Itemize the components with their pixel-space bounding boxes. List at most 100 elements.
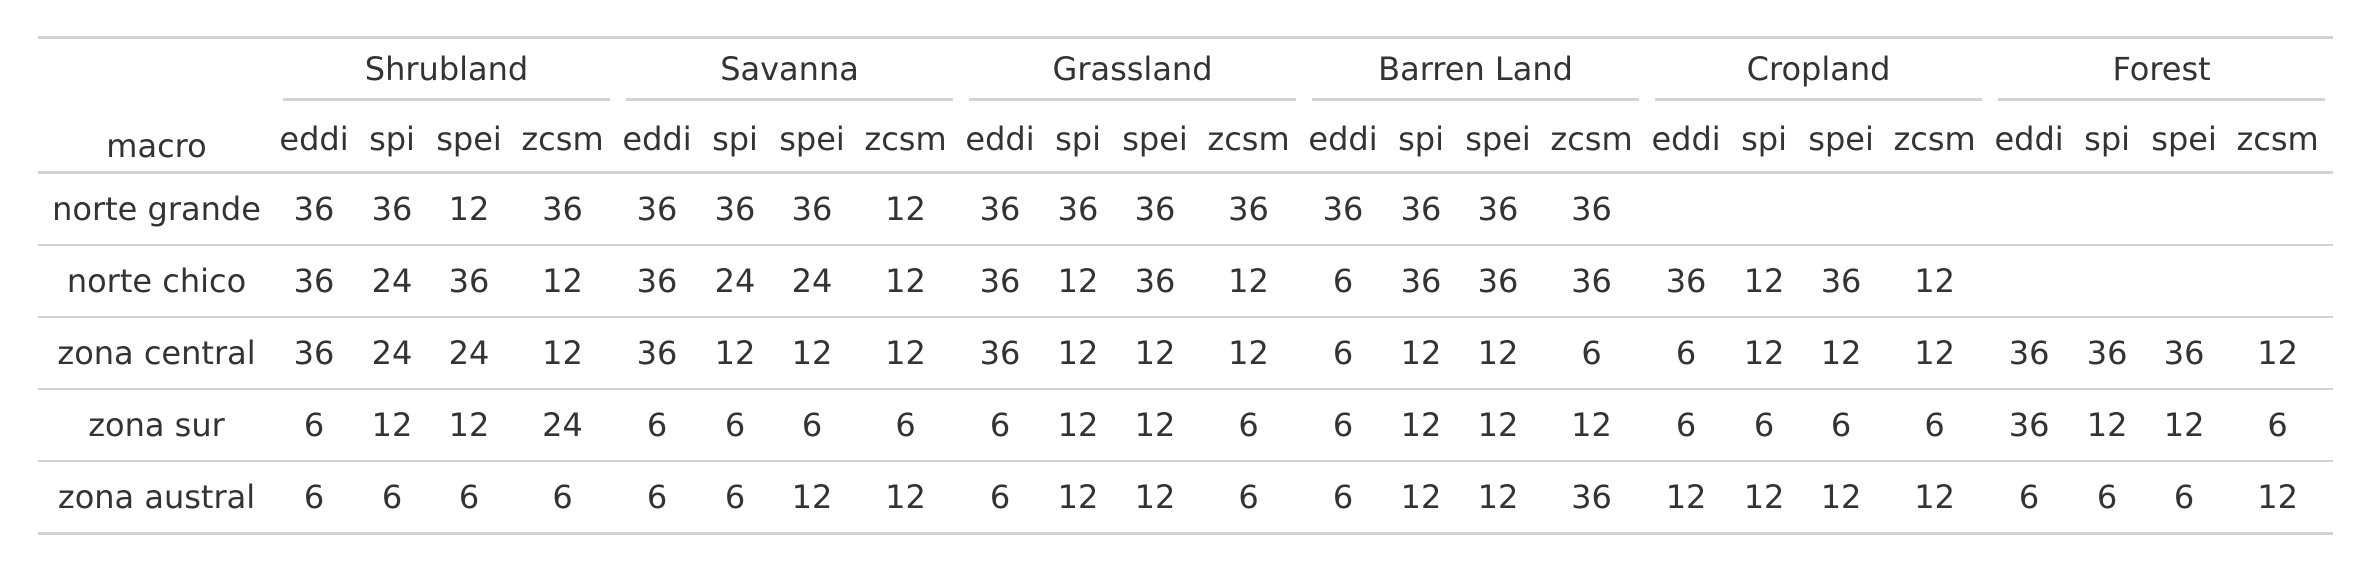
table-cell: 12 bbox=[1117, 462, 1194, 535]
group-header: Forest bbox=[1990, 36, 2334, 107]
row-label: norte grande bbox=[38, 174, 275, 246]
table-cell bbox=[2222, 246, 2334, 318]
column-header: spi bbox=[1039, 107, 1118, 174]
group-label: Savanna bbox=[626, 50, 954, 101]
table-cell: 36 bbox=[275, 318, 353, 390]
table-cell: 36 bbox=[1382, 174, 1461, 246]
table-cell: 6 bbox=[2068, 462, 2147, 535]
table-cell bbox=[2222, 174, 2334, 246]
table-cell: 36 bbox=[431, 246, 507, 318]
column-header-row: eddi spi spei zcsm eddi spi spei zcsm ed… bbox=[38, 107, 2334, 174]
table-cell: 36 bbox=[1460, 246, 1537, 318]
table-cell: 12 bbox=[774, 318, 850, 390]
table-cell: 12 bbox=[1382, 462, 1461, 535]
table-cell: 12 bbox=[2068, 390, 2147, 462]
group-label: Shrubland bbox=[283, 50, 610, 101]
table-container: macro Shrubland Savanna Grassland Barren… bbox=[38, 36, 2334, 535]
table-cell: 6 bbox=[275, 390, 353, 462]
group-label: Forest bbox=[1998, 50, 2326, 101]
table-cell: 24 bbox=[696, 246, 774, 318]
column-header: eddi bbox=[618, 107, 696, 174]
table-cell: 6 bbox=[1304, 318, 1383, 390]
table-cell: 6 bbox=[2222, 390, 2334, 462]
table-cell: 12 bbox=[1460, 318, 1537, 390]
group-label: Grassland bbox=[969, 50, 1297, 101]
table-cell: 36 bbox=[696, 174, 774, 246]
table-row: norte grande 36 36 12 36 36 36 36 12 36 36 36 36 36 36… bbox=[38, 174, 2334, 246]
table-cell bbox=[1990, 174, 2069, 246]
table-cell: 36 bbox=[1536, 174, 1648, 246]
table-cell: 6 bbox=[961, 462, 1040, 535]
table-cell: 6 bbox=[1647, 390, 1726, 462]
table-cell: 12 bbox=[1039, 318, 1118, 390]
table-cell: 6 bbox=[431, 462, 507, 535]
table-cell: 24 bbox=[353, 318, 431, 390]
table-cell: 6 bbox=[507, 462, 618, 535]
table-cell: 12 bbox=[1803, 318, 1880, 390]
row-label: norte chico bbox=[38, 246, 275, 318]
table-cell: 36 bbox=[618, 318, 696, 390]
group-header: Barren Land bbox=[1304, 36, 1648, 107]
table-cell: 12 bbox=[850, 318, 962, 390]
column-header: spei bbox=[431, 107, 507, 174]
row-label: zona central bbox=[38, 318, 275, 390]
table-header: macro Shrubland Savanna Grassland Barren… bbox=[38, 36, 2334, 174]
table-cell: 12 bbox=[1382, 318, 1461, 390]
table-cell: 12 bbox=[1039, 390, 1118, 462]
table-cell: 12 bbox=[1117, 318, 1194, 390]
table-cell: 12 bbox=[1460, 390, 1537, 462]
column-header: spei bbox=[1460, 107, 1537, 174]
table-cell: 12 bbox=[507, 318, 618, 390]
column-header: eddi bbox=[275, 107, 353, 174]
table-cell: 12 bbox=[1725, 246, 1804, 318]
table-cell bbox=[2068, 174, 2147, 246]
column-header: zcsm bbox=[850, 107, 962, 174]
column-header: zcsm bbox=[2222, 107, 2334, 174]
column-header: eddi bbox=[961, 107, 1040, 174]
results-table: macro Shrubland Savanna Grassland Barren… bbox=[38, 36, 2334, 535]
column-header: spei bbox=[774, 107, 850, 174]
table-cell: 36 bbox=[618, 174, 696, 246]
table-cell: 12 bbox=[1193, 318, 1305, 390]
table-cell: 36 bbox=[1039, 174, 1118, 246]
table-cell: 24 bbox=[507, 390, 618, 462]
table-cell: 12 bbox=[1117, 390, 1194, 462]
table-cell: 12 bbox=[1536, 390, 1648, 462]
table-cell: 12 bbox=[1879, 246, 1991, 318]
table-cell: 12 bbox=[1647, 462, 1726, 535]
table-cell bbox=[2068, 246, 2147, 318]
table-cell: 6 bbox=[696, 462, 774, 535]
table-cell: 6 bbox=[1803, 390, 1880, 462]
table-cell: 6 bbox=[618, 390, 696, 462]
table-cell bbox=[1990, 246, 2069, 318]
table-cell: 36 bbox=[1990, 318, 2069, 390]
table-cell: 6 bbox=[961, 390, 1040, 462]
table-cell: 12 bbox=[1879, 462, 1991, 535]
table-cell: 36 bbox=[2068, 318, 2147, 390]
table-cell: 12 bbox=[850, 174, 962, 246]
table-cell: 36 bbox=[618, 246, 696, 318]
row-label: zona sur bbox=[38, 390, 275, 462]
group-header: Shrubland bbox=[275, 36, 618, 107]
table-cell: 12 bbox=[696, 318, 774, 390]
column-header: spi bbox=[353, 107, 431, 174]
table-cell: 12 bbox=[431, 174, 507, 246]
table-cell: 12 bbox=[431, 390, 507, 462]
table-cell: 36 bbox=[275, 174, 353, 246]
table-cell: 36 bbox=[961, 246, 1040, 318]
table-cell: 12 bbox=[1193, 246, 1305, 318]
table-row: zona austral 6 6 6 6 6 6 12 12 6 12 12 6 6 12 12 36 12 12 1… bbox=[38, 462, 2334, 535]
table-cell: 12 bbox=[2146, 390, 2223, 462]
column-header: eddi bbox=[1990, 107, 2069, 174]
group-header: Cropland bbox=[1647, 36, 1991, 107]
table-cell bbox=[2146, 174, 2223, 246]
table-cell: 36 bbox=[1460, 174, 1537, 246]
table-cell: 6 bbox=[1990, 462, 2069, 535]
column-header: spei bbox=[1803, 107, 1880, 174]
table-cell: 6 bbox=[774, 390, 850, 462]
table-cell: 12 bbox=[1725, 462, 1804, 535]
group-header-row: macro Shrubland Savanna Grassland Barren… bbox=[38, 36, 2334, 174]
table-cell: 6 bbox=[1304, 246, 1383, 318]
table-cell: 12 bbox=[1382, 390, 1461, 462]
table-cell: 6 bbox=[1725, 390, 1804, 462]
